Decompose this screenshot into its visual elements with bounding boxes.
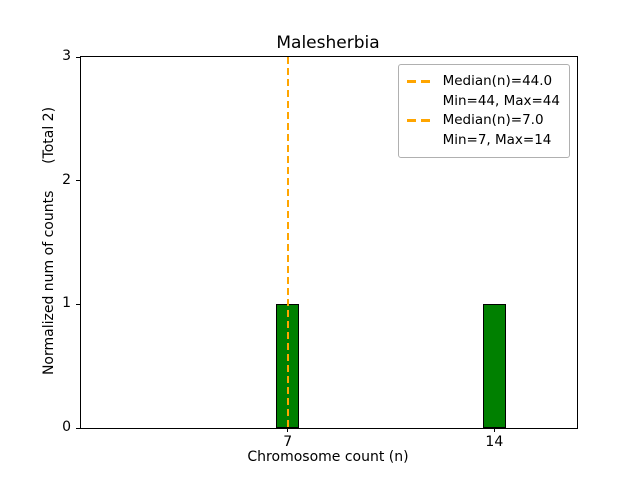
median-line [286,57,289,428]
plot-area: Median(n)=44.0 Min=44, Max=44 Median(n)=… [62,48,578,450]
legend-sublabel: Min=44, Max=44 [442,92,560,109]
y-tick-mark [76,180,80,182]
y-axis-label: Normalized num of counts (Total 2) [41,106,57,376]
y-tick-mark [76,56,80,58]
y-tick-mark [76,427,80,429]
y-tick-label: 1 [62,295,71,312]
x-tick-mark [287,428,289,432]
legend-label: Median(n)=44.0 [442,73,553,89]
y-tick-label: 2 [62,171,71,188]
legend-entry: Median(n)=44.0 [406,72,560,92]
chart-title: Malesherbia [276,33,380,53]
legend-sublabel: Min=7, Max=14 [442,131,552,148]
x-tick-label: 14 [485,434,504,450]
y-tick-label: 3 [62,48,71,64]
dashed-line-sample-icon [406,80,435,84]
legend: Median(n)=44.0 Min=44, Max=44 Median(n)=… [397,64,570,159]
y-tick-label: 0 [62,419,71,435]
x-tick-label: 7 [283,434,293,450]
y-tick-mark [76,303,80,305]
legend-label: Median(n)=7.0 [442,112,544,129]
bar [482,304,507,428]
x-axis-label: Chromosome count (n) [247,449,409,465]
dashed-line-sample-icon [406,119,435,123]
legend-entry: Median(n)=7.0 [406,111,560,131]
x-tick-mark [493,428,495,432]
